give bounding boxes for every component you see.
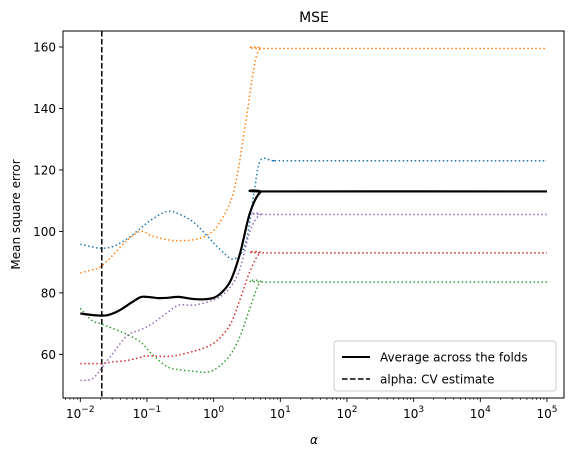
y-tick-label: 100 [33,225,56,239]
series-layer [79,31,547,398]
fold-1-line [80,157,547,260]
chart-title: MSE [299,10,329,26]
x-tick-label: 10−1 [133,405,162,421]
x-tick-label: 10−2 [66,405,95,421]
y-tick-label: 120 [33,163,56,177]
plot-frame [62,30,565,399]
fold-2-line [80,46,547,274]
legend-label-average: Average across the folds [380,351,528,365]
x-axis-label: α [310,433,318,447]
y-tick-label: 80 [41,286,56,300]
x-tick-label: 105 [536,405,557,421]
legend-box [333,340,557,392]
legend: Average across the folds alpha: CV estim… [333,340,557,392]
x-tick-label: 101 [270,405,291,421]
x-tick-label: 103 [403,405,424,421]
y-tick-label: 60 [41,348,56,362]
y-tick-label: 140 [33,102,56,116]
x-tick-label: 104 [470,405,491,421]
fold-5-line [80,212,547,382]
legend-label-alpha: alpha: CV estimate [380,373,494,387]
ticks-layer: 10−2 10−1 100 101 102 103 104 105 60 80 100 120 140 1… [33,40,557,421]
series-average-line [80,189,547,317]
x-tick-label: 102 [336,405,357,421]
y-tick-label: 160 [33,40,56,54]
y-axis-label: Mean square error [9,159,23,269]
x-tick-label: 100 [203,405,224,421]
